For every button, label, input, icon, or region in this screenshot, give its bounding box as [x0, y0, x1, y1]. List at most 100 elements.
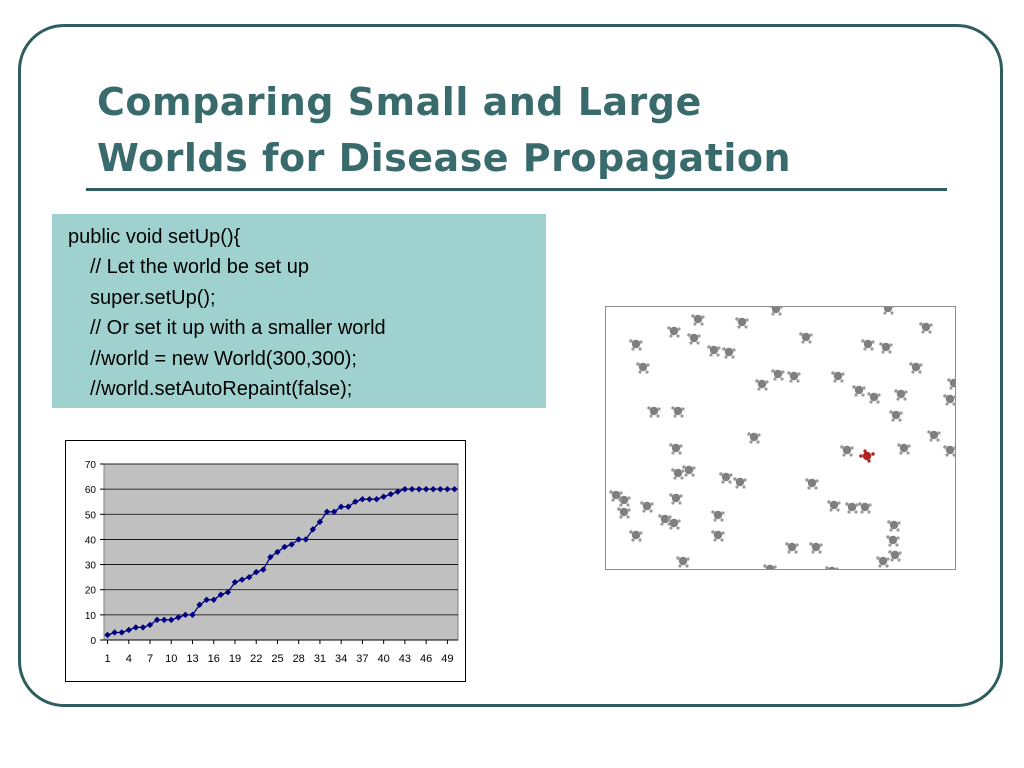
data-point: [118, 629, 125, 636]
x-tick-label: 31: [314, 653, 326, 665]
turtle-icon: [682, 465, 696, 477]
data-point: [415, 485, 423, 493]
data-point: [401, 485, 409, 493]
x-tick-label: 22: [250, 653, 262, 665]
turtle-icon: [667, 326, 681, 338]
x-tick-label: 19: [229, 653, 241, 665]
x-tick-label: 43: [399, 653, 411, 665]
code-line-4: // Or set it up with a smaller world: [90, 317, 386, 340]
x-tick-label: 4: [126, 653, 132, 665]
data-point: [337, 503, 345, 510]
data-point: [422, 485, 430, 493]
code-line-1: public void setUp(){: [68, 226, 241, 248]
data-point: [345, 503, 352, 510]
code-block: public void setUp(){ // Let the world be…: [52, 214, 546, 408]
data-point: [182, 611, 189, 619]
y-tick-label: 50: [85, 510, 97, 521]
turtle-icon: [825, 566, 839, 569]
data-point: [125, 626, 132, 634]
turtle-icon: [629, 530, 643, 542]
y-tick-label: 0: [90, 636, 96, 647]
turtle-icon: [667, 518, 681, 530]
data-point: [203, 596, 210, 603]
turtle-icon: [733, 477, 747, 489]
turtle-icon: [845, 502, 859, 514]
x-tick-label: 46: [420, 653, 432, 665]
data-point: [430, 485, 437, 493]
turtle-icon: [943, 445, 955, 457]
data-point: [394, 488, 402, 495]
data-point: [281, 543, 288, 551]
turtle-icon: [876, 556, 890, 568]
slide-frame: [18, 24, 1003, 707]
slide-title: Comparing Small and Large Worlds for Dis…: [97, 74, 947, 186]
turtle-icon: [769, 307, 783, 316]
y-tick-label: 30: [85, 561, 97, 572]
turtle-icon: [735, 317, 749, 329]
turtle-icon: [647, 406, 661, 418]
turtle-icon: [722, 347, 736, 359]
x-tick-label: 16: [208, 653, 220, 665]
turtle-icon: [671, 468, 685, 480]
turtle-icon: [747, 432, 761, 444]
x-tick-label: 1: [104, 653, 110, 665]
data-point: [387, 490, 394, 498]
data-point: [111, 629, 118, 636]
x-tick-label: 28: [293, 653, 305, 665]
turtle-icon: [755, 379, 769, 391]
code-line-6: //world.setAutoRepaint(false);: [90, 377, 353, 400]
turtle-icon: [687, 333, 701, 345]
y-tick-label: 40: [85, 535, 97, 546]
turtle-icon: [711, 530, 725, 542]
infection-chart: 0 10 20 30 40 50 60 70 1 4 7 10 13 16 19 22 25 28 31 34 37 40…: [65, 440, 466, 682]
turtle-icon: [852, 385, 866, 397]
turtle-icon: [927, 430, 941, 442]
turtle-icon: [787, 371, 801, 383]
turtle-icon: [867, 392, 881, 404]
y-tick-label: 20: [85, 586, 97, 597]
turtle-icon: [919, 322, 933, 334]
data-point: [309, 526, 317, 533]
turtle-icon: [887, 520, 901, 532]
turtle-icon: [827, 500, 841, 512]
turtle-icon: [691, 314, 705, 326]
x-tick-label: 7: [147, 653, 153, 665]
turtle-icon: [711, 510, 725, 522]
title-line-1: Comparing Small and Large: [97, 80, 702, 124]
data-point: [373, 496, 380, 503]
data-point: [132, 624, 140, 631]
x-tick-label: 37: [356, 653, 368, 665]
data-point: [408, 485, 416, 493]
turtle-icon: [629, 339, 643, 351]
turtle-icon: [671, 406, 685, 418]
y-tick-label: 10: [85, 611, 97, 622]
turtle-icon: [883, 307, 895, 315]
turtle-icon: [640, 501, 654, 513]
turtle-icon: [636, 362, 650, 374]
sick-turtle-icon: [859, 449, 875, 463]
data-point: [359, 496, 366, 503]
turtle-icon: [909, 362, 923, 374]
turtle-icon: [888, 550, 902, 562]
x-tick-label: 25: [271, 653, 283, 665]
turtle-icon: [840, 445, 854, 457]
code-line-5: //world = new World(300,300);: [90, 347, 357, 370]
data-point: [267, 553, 274, 561]
data-point: [380, 493, 387, 500]
data-point: [451, 485, 458, 493]
x-tick-label: 49: [441, 653, 453, 665]
x-tick-label: 40: [378, 653, 390, 665]
data-point: [104, 631, 111, 639]
turtle-icon: [658, 514, 672, 526]
title-divider: [86, 188, 947, 191]
world-canvas: [609, 307, 955, 569]
world-view: [605, 306, 956, 570]
turtle-icon: [617, 507, 631, 519]
code-line-3: super.setUp();: [90, 286, 216, 309]
turtle-icon: [894, 389, 908, 401]
turtle-icon: [809, 542, 823, 554]
x-tick-label: 34: [335, 653, 347, 665]
turtle-icon: [805, 478, 819, 490]
y-tick-label: 70: [85, 460, 97, 471]
x-tick-label: 13: [186, 653, 198, 665]
